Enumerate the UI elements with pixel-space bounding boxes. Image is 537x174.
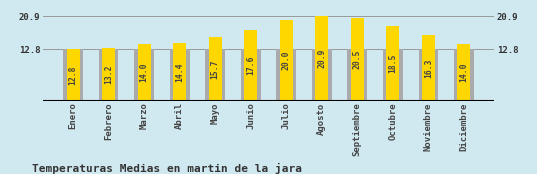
Bar [209, 37, 222, 101]
Bar [99, 49, 119, 101]
Text: 13.2: 13.2 [104, 65, 113, 84]
Bar [244, 30, 257, 101]
Bar [138, 44, 150, 101]
Text: 14.4: 14.4 [175, 62, 184, 82]
Text: 20.9: 20.9 [317, 49, 326, 68]
Bar [206, 49, 225, 101]
Text: 20.5: 20.5 [353, 50, 362, 69]
Bar [170, 49, 190, 101]
Text: 15.7: 15.7 [211, 60, 220, 79]
Bar [63, 49, 83, 101]
Bar [347, 49, 367, 101]
Bar [280, 20, 293, 101]
Text: 18.5: 18.5 [388, 54, 397, 73]
Bar [103, 48, 115, 101]
Bar [67, 49, 79, 101]
Text: 12.8: 12.8 [69, 65, 78, 85]
Bar [458, 44, 470, 101]
Text: 17.6: 17.6 [246, 56, 255, 75]
Text: Temperaturas Medias en martin de la jara: Temperaturas Medias en martin de la jara [32, 163, 302, 174]
Bar [422, 35, 434, 101]
Bar [315, 16, 328, 101]
Text: 14.0: 14.0 [459, 63, 468, 82]
Bar [454, 49, 474, 101]
Bar [387, 26, 399, 101]
Bar [241, 49, 260, 101]
Bar [383, 49, 403, 101]
Bar [134, 49, 154, 101]
Text: 14.0: 14.0 [140, 63, 149, 82]
Bar [312, 49, 331, 101]
Bar [277, 49, 296, 101]
Bar [351, 18, 364, 101]
Text: 20.0: 20.0 [282, 51, 291, 70]
Bar [418, 49, 438, 101]
Text: 16.3: 16.3 [424, 58, 433, 78]
Bar [173, 43, 186, 101]
